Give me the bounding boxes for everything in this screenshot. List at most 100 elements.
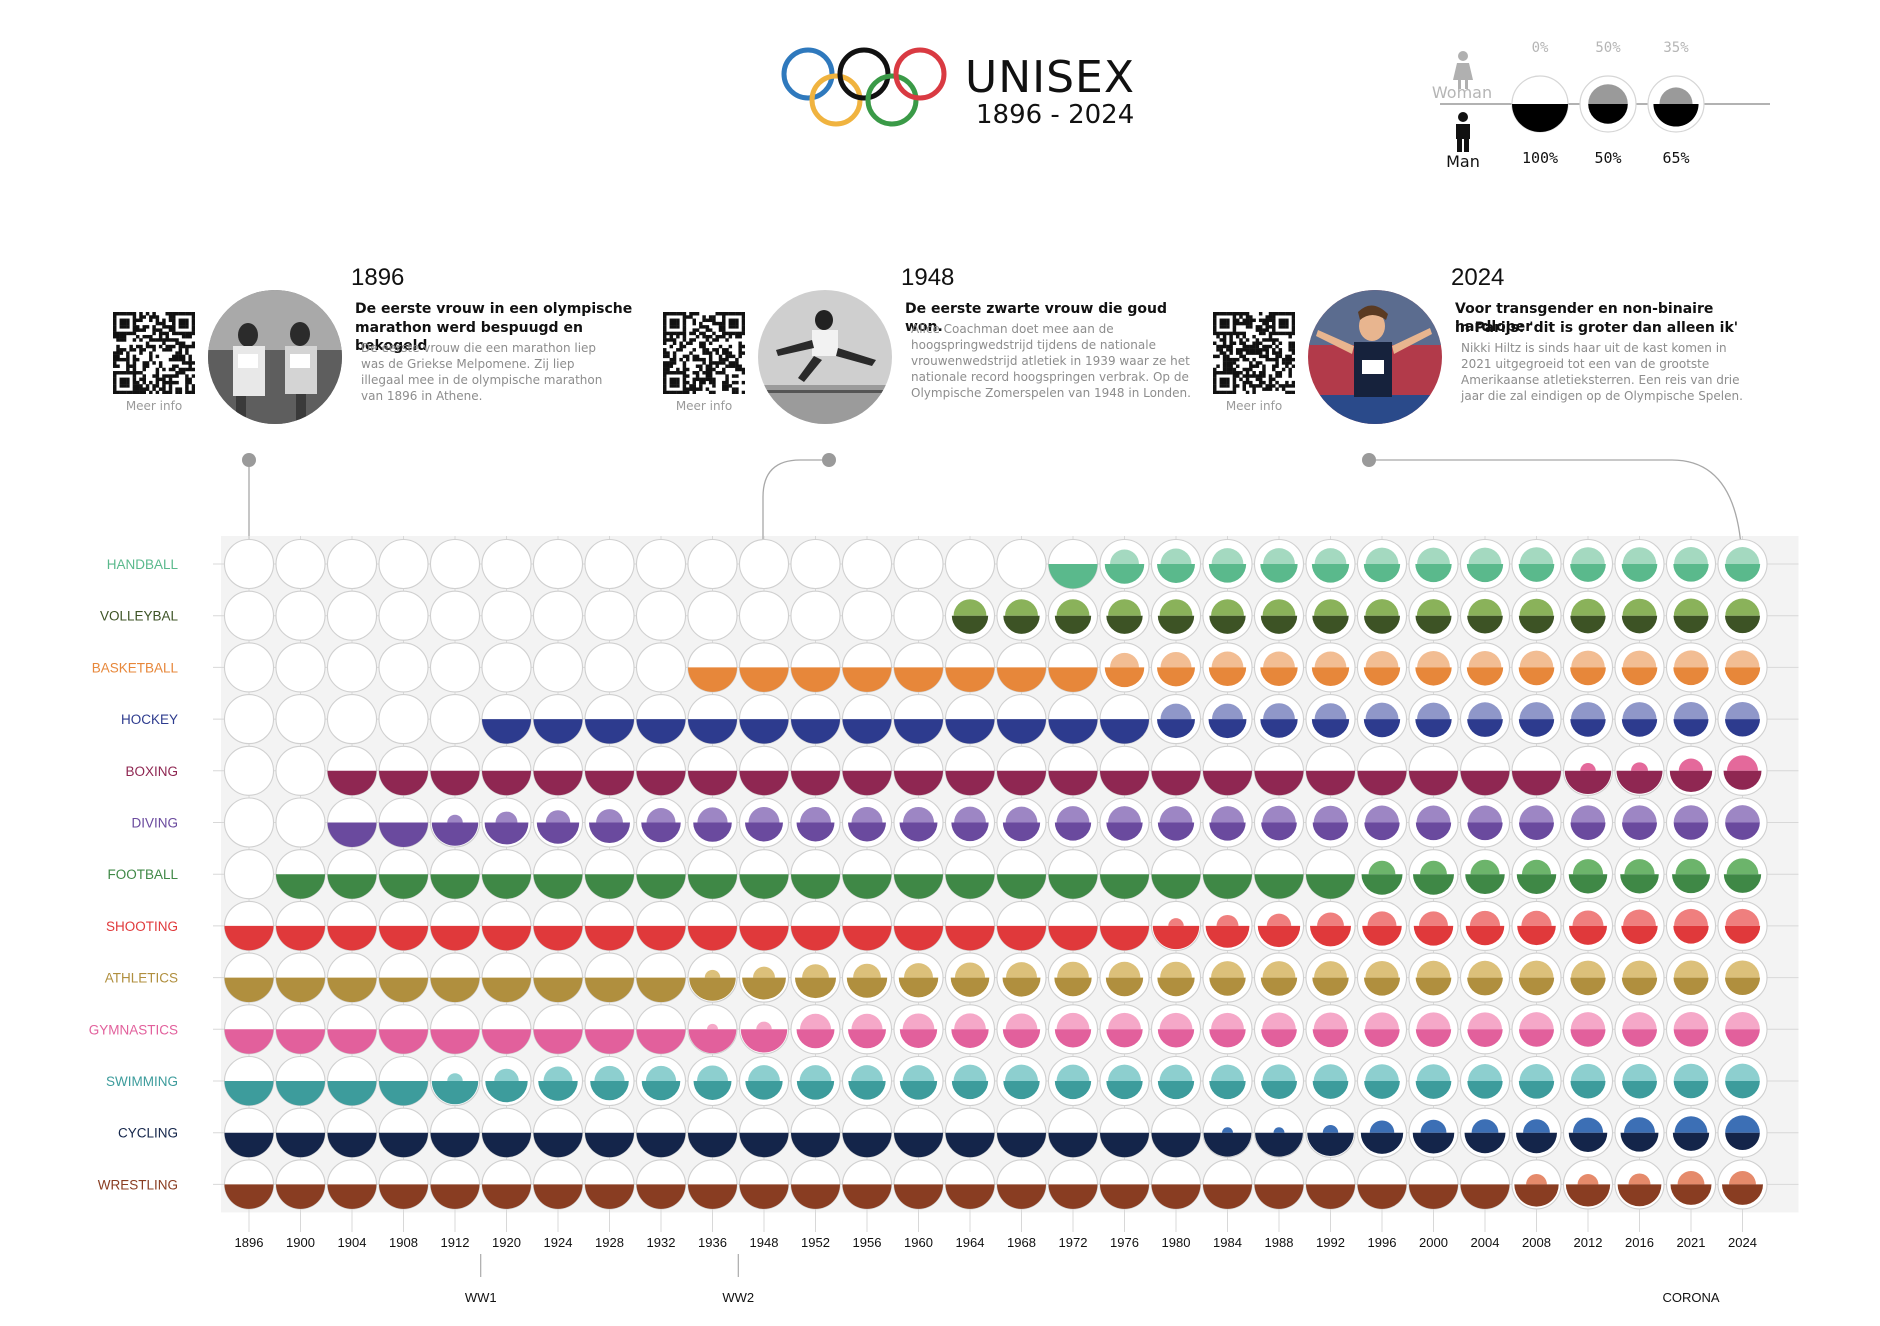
man-half xyxy=(791,1184,840,1209)
man-half xyxy=(636,770,686,796)
cell xyxy=(1202,952,1253,1003)
year-tick-label: 1952 xyxy=(801,1235,830,1250)
woman-half xyxy=(1468,805,1502,823)
man-half xyxy=(1570,564,1606,582)
cell xyxy=(635,538,687,590)
cell xyxy=(223,538,275,590)
man-half xyxy=(379,822,428,847)
sport-label: SWIMMING xyxy=(106,1074,178,1089)
qr-code[interactable] xyxy=(113,312,196,395)
cell xyxy=(1356,694,1408,745)
cell xyxy=(1614,642,1665,693)
cell xyxy=(429,1159,481,1210)
woman-half xyxy=(1624,1117,1655,1133)
woman-half xyxy=(1420,860,1447,875)
cell xyxy=(1047,694,1099,745)
man-half xyxy=(899,1029,938,1048)
more-info-link[interactable]: Meer info xyxy=(125,399,183,413)
man-half xyxy=(1306,1184,1355,1209)
more-info-link[interactable]: Meer info xyxy=(675,399,733,413)
header: UNISEX 1896 - 2024 xyxy=(0,0,1880,200)
cell xyxy=(790,1055,841,1107)
legend: Woman Man 0% 100% 50% 50% 35% 65% xyxy=(1420,36,1780,186)
man-half xyxy=(379,874,428,899)
man-half xyxy=(1621,615,1658,634)
more-info-link[interactable]: Meer info xyxy=(1225,399,1283,413)
cell xyxy=(223,797,275,848)
man-half xyxy=(842,770,892,796)
woman-half xyxy=(1725,1063,1760,1081)
man-half xyxy=(1260,615,1298,634)
cell xyxy=(841,849,893,900)
cell xyxy=(1459,694,1511,745)
cell xyxy=(1150,1004,1202,1055)
cell xyxy=(429,900,481,951)
cell xyxy=(326,538,378,590)
man-half xyxy=(1260,977,1298,996)
cell xyxy=(429,1055,481,1107)
man-half xyxy=(1570,667,1606,686)
man-half xyxy=(1100,1132,1149,1158)
cell xyxy=(1356,538,1408,590)
man-half xyxy=(1565,1184,1611,1207)
man-half xyxy=(688,925,737,951)
man-half xyxy=(1460,1184,1510,1209)
cell xyxy=(481,538,532,590)
cell xyxy=(275,1159,326,1210)
woman-half xyxy=(1211,806,1244,823)
cell xyxy=(1562,900,1614,951)
cell xyxy=(738,694,790,745)
story-body: Olympische Zomerspelen van 1948 in Londe… xyxy=(911,386,1191,400)
woman-half xyxy=(1571,702,1605,720)
cell xyxy=(841,952,893,1003)
legend-item: 0% 100% xyxy=(1511,40,1569,167)
x-axis: 1896 1900 1904 1908 1912 1920 1924 1928 1932 1936… xyxy=(235,1235,1757,1250)
woman-half xyxy=(1365,805,1399,823)
cell xyxy=(584,797,635,848)
man-half xyxy=(688,1132,737,1158)
woman-half xyxy=(1519,547,1554,564)
woman-half xyxy=(1622,547,1657,564)
man-half xyxy=(1002,1029,1041,1048)
man-half xyxy=(1208,719,1247,739)
cell xyxy=(275,1107,326,1158)
cell xyxy=(326,1004,378,1055)
cell xyxy=(1202,1004,1253,1055)
cell xyxy=(1614,1159,1665,1210)
man-half xyxy=(379,1029,428,1054)
man-half xyxy=(1568,1132,1608,1152)
woman-half xyxy=(1365,650,1399,668)
cell xyxy=(1305,1107,1356,1158)
cell xyxy=(1253,538,1305,590)
sport-label: FOOTBALL xyxy=(107,867,178,882)
man-half xyxy=(1151,770,1201,796)
cell-ring xyxy=(790,538,841,590)
ring-red xyxy=(893,47,947,101)
cell xyxy=(326,1159,378,1210)
cell xyxy=(1459,1107,1511,1158)
cell xyxy=(1614,1107,1665,1158)
cell xyxy=(532,642,584,693)
cell xyxy=(1202,849,1253,900)
cell xyxy=(944,849,996,900)
man-half xyxy=(899,822,938,842)
cell xyxy=(1665,849,1717,900)
qr-code[interactable] xyxy=(1213,312,1296,395)
cell xyxy=(1099,694,1150,745)
man-half xyxy=(693,1081,732,1100)
cell xyxy=(1562,538,1614,590)
man-half xyxy=(1104,667,1145,688)
qr-code[interactable] xyxy=(663,312,746,395)
woman-half xyxy=(1110,549,1139,564)
woman-half xyxy=(1160,961,1192,978)
man-half xyxy=(1621,667,1658,686)
cell xyxy=(1356,952,1408,1003)
cell xyxy=(635,1055,687,1107)
cell xyxy=(944,1055,996,1107)
man-half xyxy=(1464,1132,1506,1154)
cell xyxy=(944,1107,996,1158)
man-half xyxy=(1312,1029,1349,1048)
cell-ring xyxy=(584,590,635,641)
man-half xyxy=(739,667,789,692)
cell xyxy=(275,797,326,848)
